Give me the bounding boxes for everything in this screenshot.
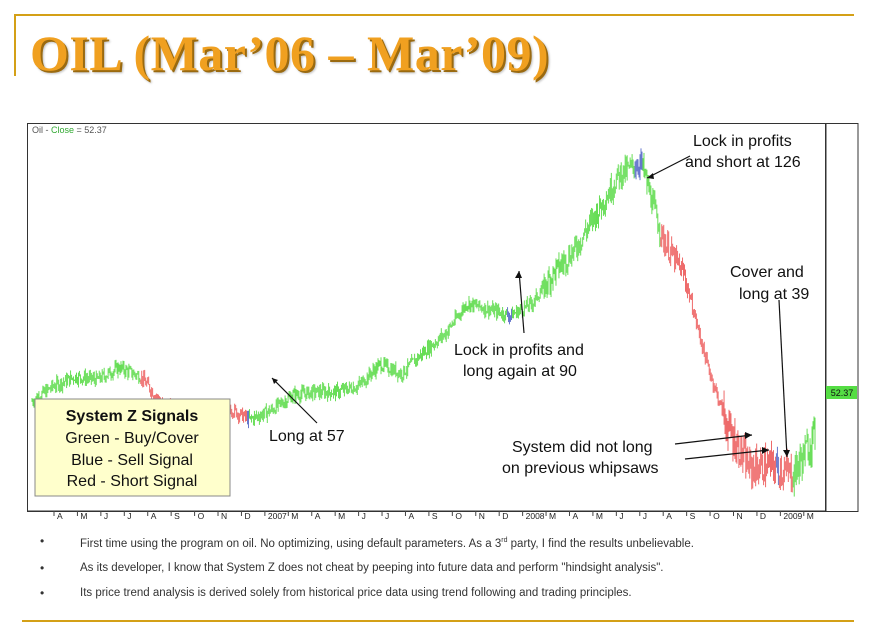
x-tick-label: 2007 (268, 511, 287, 519)
annotation-long57: Long at 57 (269, 428, 345, 445)
chart-header: Oil - Close = 52.37 (32, 125, 107, 135)
slide-title: OIL (Mar’06 – Mar’09) (30, 25, 550, 81)
x-tick-label: O (713, 511, 720, 519)
x-tick-label: N (479, 511, 485, 519)
x-tick-label: M (338, 511, 345, 519)
arrowhead-lock90 (515, 271, 522, 278)
arrows (271, 155, 788, 460)
bullet-text-1a: First time using the program on oil. No … (80, 537, 502, 550)
x-tick-label: S (690, 511, 696, 519)
arrowheads (272, 173, 790, 457)
x-tick-label: O (198, 511, 205, 519)
legend-line-green: Green - Buy/Cover (65, 430, 199, 447)
arrowhead-whipsaw2 (762, 447, 769, 454)
price-chart: Oil - Close = 52.37 A M J J A S O N D 2007 M A M J J A S… (27, 123, 859, 519)
x-tick-label: A (408, 511, 414, 519)
annotation-whipsaw-l1: System did not long (512, 439, 653, 456)
bullet-item-2: • As its developer, I know that System Z … (40, 561, 860, 575)
x-tick-label: A (315, 511, 321, 519)
x-tick-label: N (737, 511, 743, 519)
x-tick-label: N (221, 511, 227, 519)
bullet-text-1-sup: rd (501, 537, 508, 544)
x-axis-ticks: A M J J A S O N D 2007 M A M J J A S O N D 2008 M A M J J A S O N D 200… (53, 511, 814, 519)
annotation-lock90-l1: Lock in profits and (454, 342, 584, 359)
arrowhead-whipsaw1 (745, 432, 752, 439)
x-tick-label: A (666, 511, 672, 519)
annotation-whipsaw-l2: on previous whipsaws (502, 460, 659, 477)
price-axis-panel (825, 123, 859, 512)
x-tick-label: J (619, 511, 623, 519)
arrow-whipsaw1 (674, 434, 753, 445)
x-tick-label: A (151, 511, 157, 519)
last-price-tag-bg (826, 386, 857, 399)
annotation-cover-l2: long at 39 (739, 286, 809, 303)
x-tick-label: J (104, 511, 108, 519)
arrowhead-cover39 (783, 450, 790, 457)
signals-legend: System Z Signals Green - Buy/Cover Blue … (34, 398, 231, 497)
x-tick-label: M (596, 511, 603, 519)
last-price-tag: 52.37 (826, 386, 857, 399)
bullet-text-3: Its price trend analysis is derived sole… (80, 586, 632, 599)
x-tick-label: D (760, 511, 766, 519)
legend-box (34, 398, 231, 497)
bullet-dot: • (40, 534, 45, 548)
x-tick-label: S (174, 511, 180, 519)
annotation-lock126-l2: and short at 126 (685, 154, 801, 171)
annotation-lock126-l1: Lock in profits (693, 133, 792, 150)
x-tick-label: A (572, 511, 578, 519)
x-tick-label: 2009 (783, 511, 802, 519)
arrowhead-lock126 (647, 173, 654, 179)
bullet-text-2: As its developer, I know that System Z d… (80, 562, 664, 575)
x-tick-label: J (643, 511, 647, 519)
arrow-lock90 (518, 270, 525, 334)
arrowhead-long57 (272, 378, 278, 384)
x-tick-label: M (807, 511, 814, 519)
arrow-long57 (271, 377, 318, 424)
legend-line-red: Red - Short Signal (67, 473, 198, 490)
bullet-list: • First time using the program on oil. No… (40, 534, 860, 610)
x-tick-label: J (127, 511, 131, 519)
legend-title: System Z Signals (66, 408, 199, 425)
bullet-item-1: • First time using the program on oil. No… (40, 534, 860, 551)
x-tick-label: J (385, 511, 389, 519)
x-tick-label: J (362, 511, 366, 519)
x-tick-label: M (80, 511, 87, 519)
x-tick-label: 2008 (526, 511, 545, 519)
last-price-tag-text: 52.37 (831, 388, 854, 398)
x-tick-label: S (432, 511, 438, 519)
annotation-lock90-l2: long again at 90 (463, 363, 577, 380)
left-rule (14, 14, 16, 76)
x-tick-label: D (502, 511, 508, 519)
top-rule (14, 14, 854, 16)
x-tick-label: O (455, 511, 462, 519)
bullet-dot: • (40, 585, 45, 600)
x-tick-label: M (291, 511, 298, 519)
annotation-cover-l1: Cover and (730, 264, 804, 281)
x-tick-label: A (57, 511, 63, 519)
bullet-dot: • (40, 561, 45, 576)
arrow-lock126 (646, 155, 691, 179)
bullet-item-3: • Its price trend analysis is derived sol… (40, 586, 860, 600)
x-tick-label: M (549, 511, 556, 519)
arrow-cover39 (778, 299, 788, 458)
bottom-rule (22, 620, 854, 622)
legend-line-blue: Blue - Sell Signal (71, 452, 193, 469)
x-tick-label: D (244, 511, 250, 519)
arrow-whipsaw2 (684, 449, 770, 460)
bullet-text-1b: party, I find the results unbelievable. (507, 537, 694, 550)
